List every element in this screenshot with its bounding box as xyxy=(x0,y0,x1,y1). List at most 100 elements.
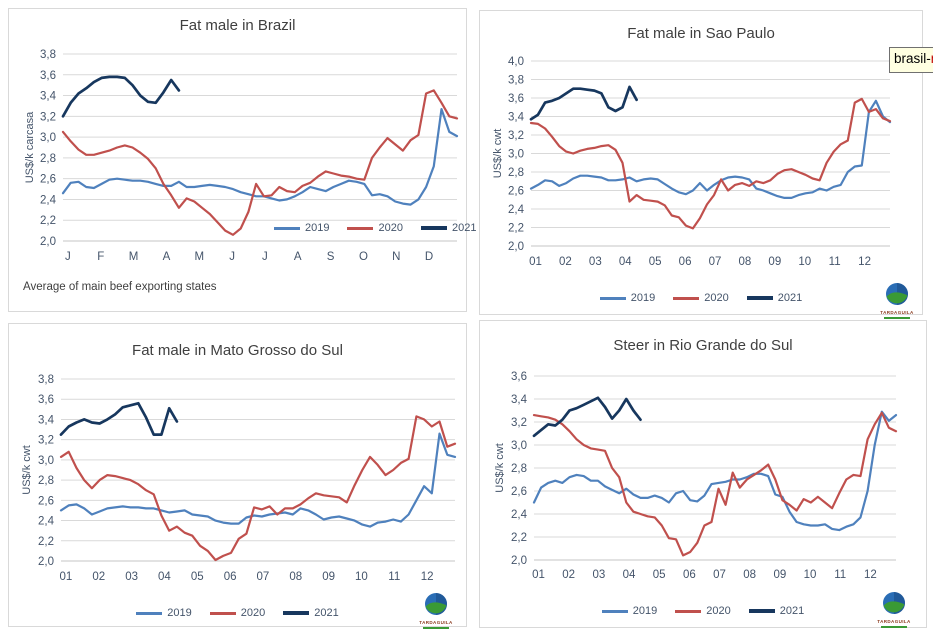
x-tick-label: 06 xyxy=(224,571,237,583)
chart-panel-mato-grosso: Fat male in Mato Grosso do Sul 2,0 2,2 2,4… xyxy=(8,323,467,629)
tooltip-cut-char: m xyxy=(931,51,933,66)
x-tick-label: 05 xyxy=(653,569,666,581)
y-tick-label: 3,4 xyxy=(508,112,525,124)
x-tick-label: 08 xyxy=(289,571,302,583)
y-tick-label: 3,0 xyxy=(38,455,54,467)
legend-item-2021: 2021 xyxy=(420,222,477,234)
x-tick-label: 10 xyxy=(804,569,817,581)
legend-item-2020: 2020 xyxy=(209,607,266,619)
series-2019-line xyxy=(529,99,892,199)
legend-swatch xyxy=(675,609,702,613)
legend-item-2021: 2021 xyxy=(283,607,339,619)
x-tick-label: J xyxy=(262,251,268,263)
y-tick-label: 3,8 xyxy=(508,75,524,87)
line-chart-brazil: 2,0 2,2 2,4 2,6 2,8 3,0 3,2 3,4 3,6 3,8 J F M A M J J A S O… xyxy=(24,49,459,263)
x-tick-label: 11 xyxy=(834,569,846,581)
tardaguila-logo: TARDAGUILA xyxy=(874,282,920,319)
x-tick-label: J xyxy=(65,251,71,263)
legend-swatch xyxy=(274,226,300,230)
y-tick-label: 2,0 xyxy=(511,555,527,567)
y-tick-label: 3,0 xyxy=(40,132,56,144)
series-2019-line xyxy=(61,107,459,206)
legend-swatch xyxy=(599,296,626,300)
chart-footnote: Average of main beef exporting states xyxy=(23,281,217,293)
y-tick-label: 2,2 xyxy=(40,215,56,227)
y-axis-title: US$/k cwt xyxy=(492,129,504,179)
y-tick-label: 2,6 xyxy=(40,174,56,186)
y-tick-label: 3,8 xyxy=(40,49,56,61)
series-2020-line xyxy=(59,415,457,562)
x-tick-label: 02 xyxy=(92,571,105,583)
x-tick-label: 12 xyxy=(421,571,434,583)
x-tick-label: O xyxy=(359,251,368,263)
series-2020-line xyxy=(61,89,459,236)
x-tick-label: S xyxy=(327,251,335,263)
legend-label: 2021 xyxy=(451,222,477,234)
legend-label: 2021 xyxy=(779,605,805,617)
y-tick-label: 3,8 xyxy=(38,374,54,386)
legend-item-2019: 2019 xyxy=(136,607,192,619)
series-2019-line xyxy=(59,432,457,528)
chart-panel-brazil: Fat male in Brazil 2,0 2,2 2,4 2,6 2,8 3,0 3,2… xyxy=(8,8,476,312)
legend-label: 2020 xyxy=(240,607,266,619)
line-chart-sao-paulo: 2,0 2,2 2,4 2,6 2,8 3,0 3,2 3,4 3,6 3,8 4,0 01 02 03 0… xyxy=(492,56,892,268)
y-tick-label: 3,6 xyxy=(511,371,527,383)
y-tick-label: 3,4 xyxy=(40,91,57,103)
legend-item-2020: 2020 xyxy=(675,605,731,617)
y-tick-label: 3,0 xyxy=(511,440,527,452)
logo-text: TARDAGUILA xyxy=(877,619,911,624)
series-2021-line xyxy=(532,396,642,438)
x-tick-label: 01 xyxy=(60,571,73,583)
y-tick-label: 2,0 xyxy=(38,556,54,568)
x-tick-label: M xyxy=(129,251,139,263)
x-tick-label: 06 xyxy=(683,569,696,581)
y-axis-title: US$/k cwt xyxy=(21,445,33,495)
x-tick-label: 12 xyxy=(858,256,871,268)
x-tick-label: 06 xyxy=(679,256,692,268)
x-tick-label: 01 xyxy=(529,256,542,268)
x-tick-label: N xyxy=(392,251,400,263)
logo-subtext-bar xyxy=(881,625,907,628)
legend-label: 2019 xyxy=(632,605,658,617)
x-tick-label: 01 xyxy=(532,569,545,581)
x-tick-label: M xyxy=(194,251,204,263)
y-tick-label: 3,4 xyxy=(38,414,55,426)
x-tick-label: 02 xyxy=(562,569,575,581)
y-tick-label: 2,8 xyxy=(40,153,56,165)
chart-legend: 2019 2020 2021 xyxy=(265,222,485,234)
x-tick-label: 10 xyxy=(798,256,811,268)
x-tick-label: 05 xyxy=(191,571,204,583)
x-tick-label: 04 xyxy=(158,571,171,583)
series-2019-line xyxy=(532,410,898,532)
chart-title: Fat male in Mato Grosso do Sul xyxy=(132,342,343,359)
x-tick-label: 07 xyxy=(713,569,726,581)
y-tick-label: 3,2 xyxy=(508,130,524,142)
tardaguila-logo: TARDAGUILA xyxy=(413,592,459,629)
legend-label: 2019 xyxy=(305,222,330,234)
x-tick-label: 09 xyxy=(773,569,786,581)
x-tick-label: 09 xyxy=(768,256,781,268)
y-tick-label: 2,6 xyxy=(508,186,524,198)
x-tick-label: 04 xyxy=(623,569,636,581)
filename-tooltip: brasil-m xyxy=(889,47,933,73)
chart-panel-rio-grande: Steer in Rio Grande do Sul 2,0 2,2 2,4 2,6 2… xyxy=(479,320,927,628)
x-tick-label: 11 xyxy=(829,256,841,268)
series-2021-line xyxy=(529,85,638,121)
y-tick-label: 2,6 xyxy=(38,495,54,507)
tardaguila-logo: TARDAGUILA xyxy=(871,591,917,628)
x-tick-label: D xyxy=(425,251,433,263)
legend-swatch xyxy=(283,611,310,615)
legend-label: 2019 xyxy=(167,607,192,619)
line-chart-rio-grande: 2,0 2,2 2,4 2,6 2,8 3,0 3,2 3,4 3,6 01 02 03 04 05 06 0… xyxy=(494,371,898,581)
y-tick-label: 2,4 xyxy=(508,204,525,216)
series-2021-line xyxy=(59,401,179,436)
y-tick-label: 4,0 xyxy=(508,56,524,68)
y-tick-label: 3,2 xyxy=(511,417,527,429)
y-tick-label: 2,2 xyxy=(511,532,527,544)
legend-label: 2020 xyxy=(378,222,403,234)
y-tick-label: 2,4 xyxy=(511,509,528,521)
y-tick-label: 2,0 xyxy=(40,236,56,248)
x-tick-label: 03 xyxy=(125,571,138,583)
chart-title: Steer in Rio Grande do Sul xyxy=(613,337,793,354)
